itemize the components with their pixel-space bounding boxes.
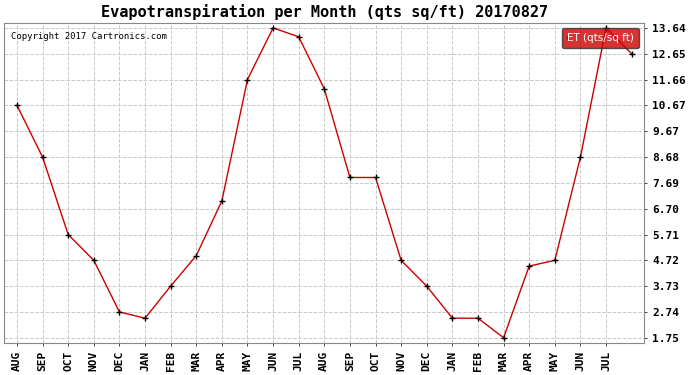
Legend: ET (qts/sq ft): ET (qts/sq ft) (562, 28, 639, 48)
Text: Copyright 2017 Cartronics.com: Copyright 2017 Cartronics.com (10, 32, 166, 41)
Title: Evapotranspiration per Month (qts sq/ft) 20170827: Evapotranspiration per Month (qts sq/ft)… (101, 4, 548, 20)
